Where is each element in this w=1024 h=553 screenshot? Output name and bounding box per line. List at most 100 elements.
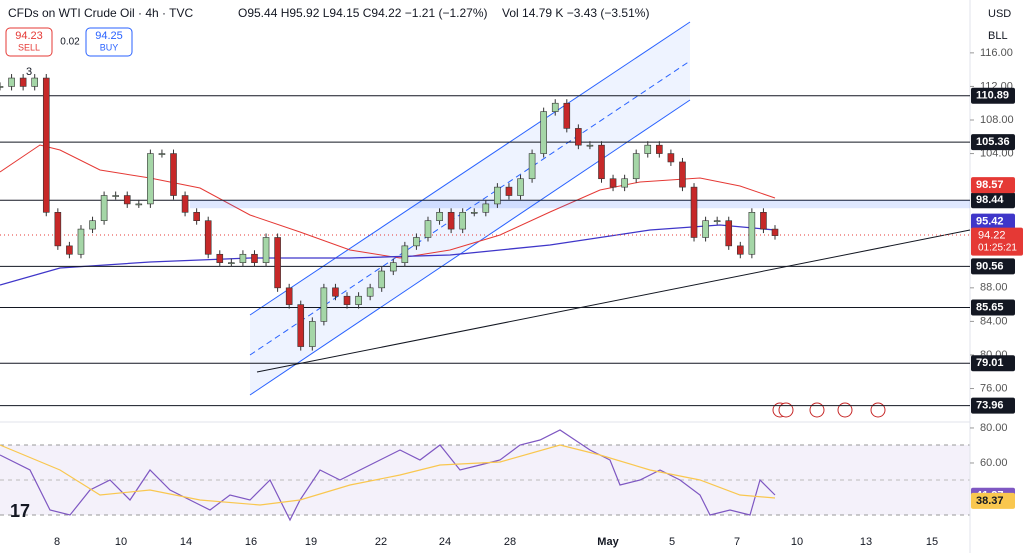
sell-label: SELL [18,42,40,52]
candle [713,220,721,222]
candle [332,287,339,297]
channel-bottom [249,99,691,396]
candle [528,153,536,180]
logo: 17 [10,501,30,521]
candle [66,245,73,255]
rsi-tick-label: 60.00 [980,457,1008,469]
candle [771,228,779,236]
candle [690,186,698,238]
candle [19,77,27,87]
rsi-tick-label: 80.00 [980,422,1008,434]
buy-label: BUY [100,42,119,52]
level-label-box [971,87,1015,104]
candle [413,237,420,247]
unit[interactable]: BLL [988,30,1008,42]
level-label: 110.89 [976,90,1009,102]
candle [424,220,432,238]
candle [147,153,154,205]
date-label: May [597,536,619,548]
candle [459,212,466,230]
candle [632,153,640,180]
sell-button[interactable] [5,27,53,57]
rsi-signal [0,444,776,506]
candle [736,245,744,255]
candle [644,144,652,154]
date-label: 14 [180,536,192,548]
date-label: 8 [54,536,60,548]
ohlc: O95.44 H95.92 L94.15 C94.22 −1.21 (−1.27… [238,6,488,20]
candle [0,86,4,88]
sma-red-label: 98.57 [976,179,1004,191]
spread: 0.02 [60,37,80,48]
date-label: 28 [504,536,516,548]
sma-blue-label-box [971,213,1015,230]
indicator-count: 3 [26,66,32,78]
symbol: CFDs on WTI Crude Oil · 4h · TVC [8,6,193,20]
candle [505,186,513,196]
rsi-signal-value-box [971,492,1015,509]
level-zone [190,200,970,209]
rsi-signal-value: 38.37 [976,495,1004,507]
candle [540,111,547,154]
candle [31,77,39,87]
candle [158,153,166,155]
price-tick-label: 108.00 [980,114,1014,126]
candle [274,237,281,289]
price-tick-label: 88.00 [980,282,1008,294]
candle [251,253,258,263]
date-label: 13 [860,536,872,548]
candle [135,203,143,206]
candle [551,102,559,112]
level-label: 79.01 [976,357,1004,369]
candle [193,212,200,221]
candle [343,295,351,305]
candle [378,270,386,289]
candle [586,144,594,147]
event-icons [772,402,886,418]
candle [181,195,189,213]
candle [54,212,62,247]
candle [112,195,119,197]
date-label: 19 [305,536,317,548]
last-price: 94.22 [978,230,1006,242]
candle [100,195,108,221]
sma-red-label-box [971,177,1015,194]
price-tick-label: 76.00 [980,382,1008,394]
sma-blue [0,224,776,286]
candle [748,212,756,255]
sma-blue-label: 95.42 [976,215,1004,227]
candle [320,287,328,322]
level-label-box [971,355,1015,372]
currency[interactable]: USD [988,8,1011,20]
candle [563,102,571,129]
candle [598,144,605,180]
candle [309,321,316,347]
candle [760,212,767,230]
candle [262,237,270,263]
event [837,402,853,418]
price-tick-label: 116.00 [980,47,1013,59]
level-label-box [971,397,1015,414]
candle [389,262,397,272]
level-label: 73.96 [976,400,1004,412]
buy-button[interactable] [85,27,133,57]
candle [436,212,443,221]
candle [285,287,293,305]
event [778,402,794,418]
candle [702,220,709,238]
date-label: 7 [734,536,740,548]
date-label: 15 [926,536,938,548]
price-tick-label: 84.00 [980,315,1008,327]
level-label-box [971,134,1015,151]
candle [482,203,490,213]
candle [123,195,131,205]
level-label: 90.56 [976,260,1004,272]
level-label-box [971,299,1015,316]
countdown: 01:25:21 [978,242,1017,253]
level-label: 98.44 [976,194,1004,206]
candle [470,212,478,214]
level-label: 105.36 [976,136,1010,148]
candle [366,287,374,297]
date-label: 10 [791,536,803,548]
